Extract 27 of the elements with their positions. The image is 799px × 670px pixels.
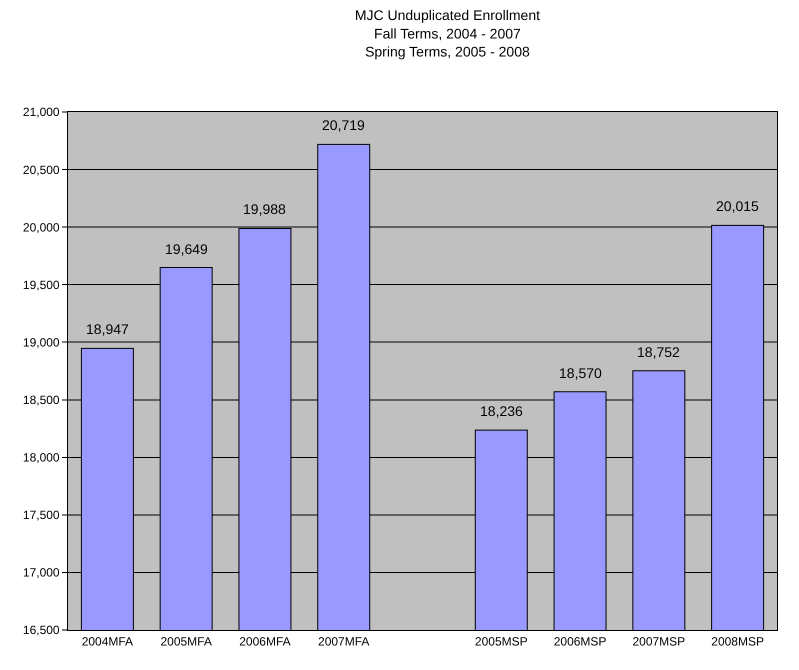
- data-label: 18,752: [637, 344, 680, 360]
- x-tick-label: 2006MFA: [239, 634, 291, 648]
- x-tick-label: 2005MSP: [474, 634, 528, 648]
- x-tick-label: 2005MFA: [160, 634, 212, 648]
- chart-title: MJC Unduplicated Enrollment Fall Terms, 2004 - 2007 Spring Terms, 2005 - 2008: [354, 7, 540, 60]
- x-tick-label: 2006MSP: [554, 634, 606, 648]
- x-tick-label: 2007MFA: [318, 634, 370, 648]
- x-tick-label: 2007MSP: [632, 634, 686, 648]
- x-tick-label: 2008MSP: [711, 634, 764, 648]
- y-tick-label: 17,000: [22, 566, 60, 580]
- y-tick-label: 19,500: [22, 278, 60, 292]
- data-label: 20,015: [716, 198, 760, 214]
- data-label: 19,649: [165, 241, 208, 257]
- y-tick-label: 21,000: [22, 105, 60, 120]
- y-tick-label: 18,500: [22, 392, 60, 407]
- y-tick-label: 18,000: [22, 450, 60, 465]
- y-tick-label: 19,000: [22, 335, 60, 350]
- data-label: 18,570: [559, 365, 602, 381]
- data-label: 19,988: [243, 201, 286, 217]
- data-label: 18,947: [86, 321, 130, 337]
- x-tick-label: 2004MFA: [82, 634, 134, 648]
- y-tick-label: 20,000: [22, 220, 60, 234]
- y-tick-label: 16,500: [22, 623, 60, 638]
- y-tick-label: 20,500: [22, 162, 60, 177]
- y-tick-label: 17,500: [22, 508, 60, 522]
- data-label: 18,236: [480, 403, 524, 419]
- data-label: 20,719: [322, 117, 366, 133]
